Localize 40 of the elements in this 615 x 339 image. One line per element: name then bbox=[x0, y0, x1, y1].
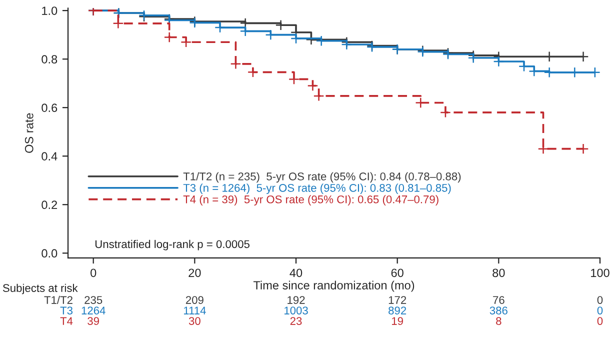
text: 1264 bbox=[82, 306, 106, 314]
text: 39 bbox=[88, 317, 100, 325]
text: 235 bbox=[84, 296, 102, 304]
text: 23 bbox=[290, 317, 302, 325]
text: T4 (n = 39) 5-yr OS rate (95% CI): 0.65 (0.47–0.79) bbox=[183, 195, 438, 206]
y-tick-label: 0.4 bbox=[42, 152, 58, 160]
text: 1114 bbox=[184, 306, 206, 314]
y-tick-label: 0.8 bbox=[42, 55, 58, 64]
text: Subjects at risk bbox=[2, 284, 78, 294]
y-tick-label: 0.6 bbox=[42, 104, 58, 112]
text: 172 bbox=[388, 296, 406, 304]
x-tick-label: 20 bbox=[188, 268, 201, 278]
text: T1/T2 (n = 235) 5-yr OS rate (95% CI): 0.84 (0.78–0.88) bbox=[183, 172, 461, 183]
text: 0 bbox=[597, 317, 603, 325]
x-tick-label: 60 bbox=[391, 268, 404, 278]
text: 209 bbox=[186, 296, 204, 304]
text: 892 bbox=[388, 306, 406, 314]
text: 386 bbox=[490, 306, 508, 314]
x-tick-label: 80 bbox=[492, 268, 505, 278]
text: 8 bbox=[496, 317, 502, 325]
text: T4 bbox=[60, 317, 73, 325]
text: 76 bbox=[493, 296, 504, 304]
text: T1/T2 bbox=[44, 296, 72, 304]
x-tick-label: 0 bbox=[90, 268, 96, 278]
text: T3 (n = 1264) 5-yr OS rate (95% CI): 0.83 (0.81–0.85) bbox=[183, 184, 451, 194]
text: T3 bbox=[60, 306, 73, 314]
y-tick-label: 0.2 bbox=[42, 200, 58, 210]
x-tick-label: 100 bbox=[591, 268, 610, 278]
y-axis-title: OS rate bbox=[24, 113, 34, 153]
x-axis-title: Time since randomization (mo) bbox=[253, 280, 414, 292]
text: 1003 bbox=[284, 306, 308, 314]
text: 19 bbox=[392, 317, 403, 325]
text: 0 bbox=[597, 296, 603, 304]
text: 192 bbox=[288, 296, 305, 304]
text: 0 bbox=[597, 306, 603, 314]
y-tick-label: 1.0 bbox=[42, 6, 58, 15]
x-tick-label: 40 bbox=[290, 268, 302, 278]
annotation: Unstratified log-rank p = 0.0005 bbox=[95, 240, 250, 250]
text: 30 bbox=[188, 317, 200, 325]
y-tick-label: 0.0 bbox=[42, 249, 58, 258]
